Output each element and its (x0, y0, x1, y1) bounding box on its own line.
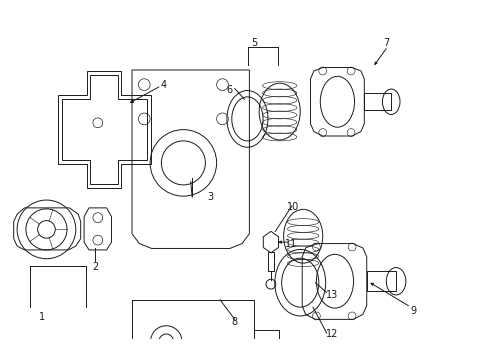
Text: 7: 7 (383, 38, 388, 48)
Text: 1: 1 (39, 312, 44, 322)
Text: 2: 2 (92, 262, 98, 271)
Text: 9: 9 (409, 306, 415, 316)
Text: 3: 3 (207, 192, 213, 202)
Text: 6: 6 (226, 85, 232, 95)
Text: 10: 10 (286, 202, 299, 212)
Text: 11: 11 (284, 239, 297, 248)
Text: 13: 13 (325, 290, 338, 300)
Text: 5: 5 (251, 38, 257, 48)
Text: 12: 12 (325, 329, 338, 339)
Text: 4: 4 (161, 80, 166, 90)
Text: 8: 8 (231, 317, 237, 327)
